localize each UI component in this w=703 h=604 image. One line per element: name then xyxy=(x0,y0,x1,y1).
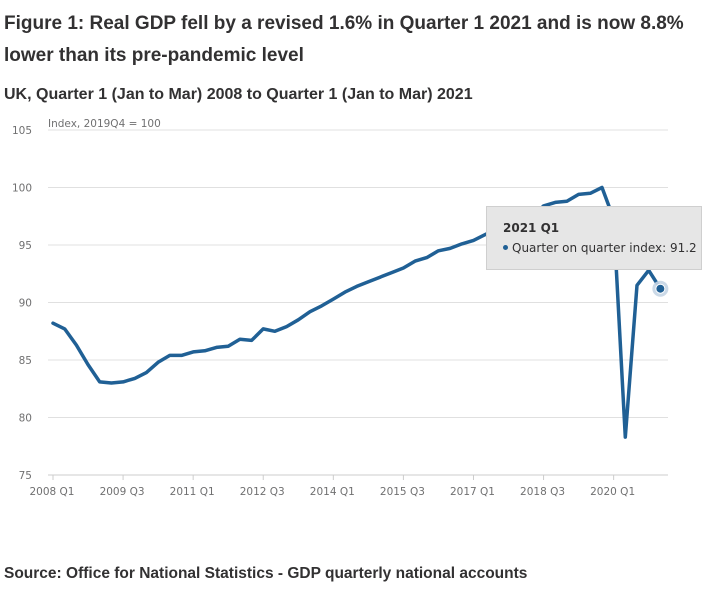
tooltip-value: Quarter on quarter index: 91.2 xyxy=(512,241,697,255)
x-tick-label: 2014 Q1 xyxy=(310,486,355,498)
x-tick-label: 2008 Q1 xyxy=(29,486,74,498)
series-line xyxy=(51,185,663,439)
gridlines xyxy=(48,129,668,476)
hover-marker-group xyxy=(652,280,669,297)
x-tick-label: 2015 Q3 xyxy=(380,486,425,498)
y-tick-label: 95 xyxy=(19,240,32,252)
tooltip-title: 2021 Q1 xyxy=(503,221,560,235)
y-tick-label: 75 xyxy=(19,470,32,482)
tooltip-row: Quarter on quarter index: 91.2 xyxy=(503,241,697,255)
x-tick-label: 2012 Q3 xyxy=(240,486,285,498)
y-axis-label: Index, 2019Q4 = 100 xyxy=(48,118,161,130)
x-tick-label: 2011 Q1 xyxy=(170,486,215,498)
x-tick-label: 2017 Q1 xyxy=(450,486,495,498)
x-tick-label: 2020 Q1 xyxy=(590,486,635,498)
series-dot-icon xyxy=(503,245,508,250)
y-tick-label: 80 xyxy=(19,413,32,425)
x-tick-label: 2018 Q3 xyxy=(520,486,565,498)
y-tick-label: 90 xyxy=(19,298,32,310)
x-axis: 2008 Q1 2009 Q3 2011 Q1 2012 Q3 2014 Q1 2015 … xyxy=(29,475,635,498)
series-group xyxy=(51,185,663,439)
hover-point xyxy=(655,283,666,294)
y-axis: 75 80 85 90 95 100 105 xyxy=(12,125,32,482)
chart-title: Figure 1: Real GDP fell by a revised 1.6… xyxy=(4,13,684,66)
tooltip: 2021 Q1 Quarter on quarter index: 91.2 xyxy=(486,206,702,270)
source-note: Source: Office for National Statistics -… xyxy=(4,565,528,582)
y-tick-label: 85 xyxy=(19,355,32,367)
y-tick-label: 105 xyxy=(12,125,32,137)
x-tick-label: 2009 Q3 xyxy=(100,486,145,498)
y-tick-label: 100 xyxy=(12,183,32,195)
chart-subtitle: UK, Quarter 1 (Jan to Mar) 2008 to Quart… xyxy=(4,86,473,103)
